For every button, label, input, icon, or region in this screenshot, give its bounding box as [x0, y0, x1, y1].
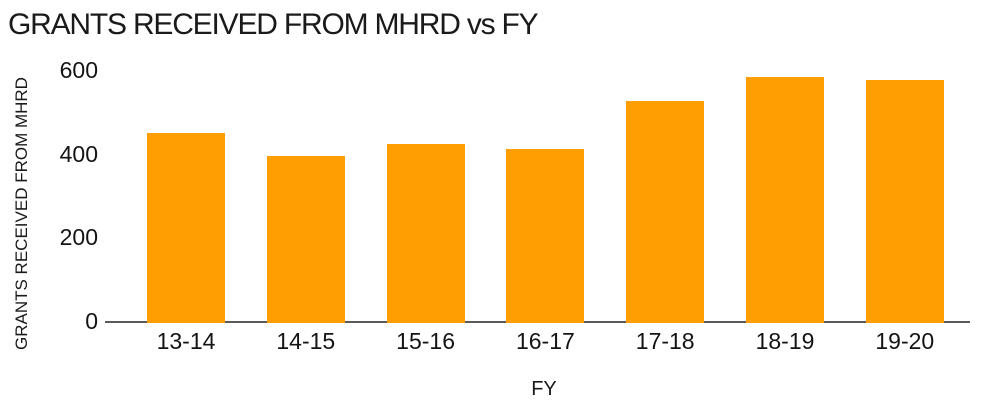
- bar-18-19: [746, 77, 824, 323]
- x-axis-title: FY: [531, 378, 557, 400]
- x-tick-label: 13-14: [156, 328, 216, 354]
- x-tick-label: 17-18: [635, 328, 695, 354]
- bar-14-15: [266, 156, 345, 323]
- bar-16-17: [506, 149, 585, 323]
- bar-15-16: [386, 144, 465, 323]
- y-tick-label: 200: [59, 224, 98, 250]
- bar-19-20: [865, 80, 944, 323]
- bar-13-14: [147, 133, 225, 323]
- x-tick-label: 19-20: [875, 328, 935, 354]
- y-tick-label: 0: [85, 308, 98, 334]
- y-tick-label: 600: [59, 57, 98, 83]
- x-tick-label: 14-15: [276, 328, 336, 354]
- y-axis-title-text: GRANTS RECEIVED FROM MHRD: [12, 77, 31, 350]
- x-tick-label: 18-19: [755, 328, 815, 354]
- chart-title: GRANTS RECEIVED FROM MHRD vs FY: [8, 8, 539, 41]
- x-tick-label: 15-16: [396, 328, 456, 354]
- bar-17-18: [626, 101, 705, 323]
- plot-area: 13-14 14-15 15-16 16-17 17-18 18-19 19-20 0 200 4…: [60, 58, 970, 353]
- y-tick-label: 400: [59, 141, 98, 167]
- x-tick-label: 16-17: [515, 328, 575, 354]
